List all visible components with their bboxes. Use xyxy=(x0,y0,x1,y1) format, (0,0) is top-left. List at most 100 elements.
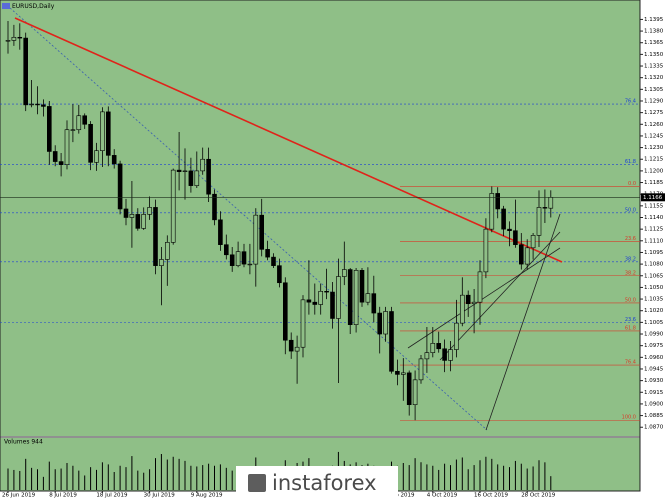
candle-body xyxy=(513,230,518,245)
candle-body xyxy=(312,301,318,305)
candle-body xyxy=(389,311,394,372)
candle-body xyxy=(117,163,123,210)
candle-body xyxy=(495,193,501,210)
fib-label: 38.2 xyxy=(625,270,636,276)
candle-body xyxy=(11,36,17,41)
candle-body xyxy=(235,251,241,266)
candle-body xyxy=(129,214,135,218)
y-tick-label: 1.1365 xyxy=(644,40,664,46)
y-tick-label: 1.1275 xyxy=(644,110,664,116)
candle-body xyxy=(548,197,554,209)
candle-body xyxy=(265,249,270,258)
y-tick-label: 1.0870 xyxy=(644,425,664,431)
candle-body xyxy=(324,290,329,293)
y-tick-label: 1.1290 xyxy=(644,98,664,104)
candle-body xyxy=(483,228,489,273)
x-tick-label: 26 Jun 2019 xyxy=(2,493,36,499)
candle-body xyxy=(330,291,335,319)
candle-body xyxy=(318,290,324,305)
fib-label: 0.0 xyxy=(628,181,636,187)
y-tick-label: 1.0975 xyxy=(644,343,664,349)
candle-body xyxy=(23,37,29,106)
fib-label: 100.0 xyxy=(622,415,636,421)
support-line xyxy=(439,231,561,361)
candle-body xyxy=(141,214,146,229)
candle-body xyxy=(106,111,111,156)
x-tick-label: 18 Jul 2019 xyxy=(96,493,128,499)
y-tick-label: 1.0915 xyxy=(644,390,664,396)
fib-label: 76.4 xyxy=(625,360,636,366)
candle-body xyxy=(200,158,205,172)
candle-body xyxy=(288,339,294,352)
y-tick-label: 1.0885 xyxy=(644,413,664,419)
candle-body xyxy=(82,115,87,125)
candle-body xyxy=(365,293,371,303)
candle-body xyxy=(507,228,512,232)
fib-label: 61.8 xyxy=(625,159,636,165)
x-tick-label: 30 Jul 2019 xyxy=(144,493,176,499)
fib-label: 50.0 xyxy=(625,207,636,213)
y-tick-label: 1.1155 xyxy=(644,203,664,209)
y-tick-label: 1.1230 xyxy=(644,145,664,151)
candle-body xyxy=(247,263,253,266)
y-tick-label: 1.1050 xyxy=(644,285,664,291)
candle-body xyxy=(430,343,436,353)
candle-body xyxy=(306,299,312,303)
y-tick-label: 1.1320 xyxy=(644,75,664,81)
candle-body xyxy=(29,103,34,106)
candle-body xyxy=(176,169,182,172)
y-tick-label: 1.1335 xyxy=(644,64,664,70)
y-tick-label: 1.1395 xyxy=(644,17,664,23)
candle-body xyxy=(100,111,105,151)
candle-body xyxy=(459,294,465,324)
y-tick-label: 1.1260 xyxy=(644,122,664,128)
volume-title: Volumes 944 xyxy=(4,439,43,446)
candle-body xyxy=(536,207,542,236)
candle-body xyxy=(412,379,418,406)
fib-label: 50.0 xyxy=(625,297,636,303)
price-box-label: 1.1166 xyxy=(643,195,663,201)
candle-body xyxy=(153,207,158,266)
logo-text: instaforex xyxy=(272,471,377,495)
candle-body xyxy=(70,129,76,131)
x-tick-label: 28 Oct 2019 xyxy=(521,493,556,499)
candle-body xyxy=(52,151,58,162)
y-tick-label: 1.1020 xyxy=(644,308,664,314)
candle-body xyxy=(465,294,471,305)
candle-body xyxy=(206,158,211,195)
candle-body xyxy=(383,311,388,335)
y-tick-label: 1.1080 xyxy=(644,262,664,268)
candle-body xyxy=(147,207,152,215)
candle-body xyxy=(448,349,453,361)
x-tick-label: 8 Jul 2019 xyxy=(49,493,77,499)
candle-body xyxy=(111,155,117,165)
candle-body xyxy=(35,103,40,106)
y-tick-label: 1.0945 xyxy=(644,366,664,372)
candle-body xyxy=(395,371,400,375)
candle-body xyxy=(454,322,459,350)
price-box xyxy=(641,193,665,202)
support-line xyxy=(485,213,561,431)
candle-body xyxy=(5,40,11,42)
candle-body xyxy=(159,259,164,266)
logo-icon xyxy=(248,474,266,492)
candle-body xyxy=(64,129,70,165)
y-tick-label: 1.1215 xyxy=(644,157,664,163)
candle-body xyxy=(377,312,383,335)
candle-body xyxy=(259,214,265,250)
y-tick-label: 1.0990 xyxy=(644,332,664,338)
candle-body xyxy=(518,244,524,265)
candle-body xyxy=(524,247,530,265)
candle-body xyxy=(135,214,141,229)
candle-body xyxy=(353,270,359,325)
candle-body xyxy=(212,193,217,221)
y-tick-label: 1.1305 xyxy=(644,87,664,93)
fib-label: 61.8 xyxy=(625,325,636,331)
candle-body xyxy=(347,269,353,325)
x-tick-label: 4 Oct 2019 xyxy=(427,493,458,499)
y-tick-label: 1.0960 xyxy=(644,355,664,361)
candle-body xyxy=(424,352,430,360)
fib-label: 23.6 xyxy=(625,317,636,323)
x-tick-label: 9 Aug 2019 xyxy=(191,493,223,499)
